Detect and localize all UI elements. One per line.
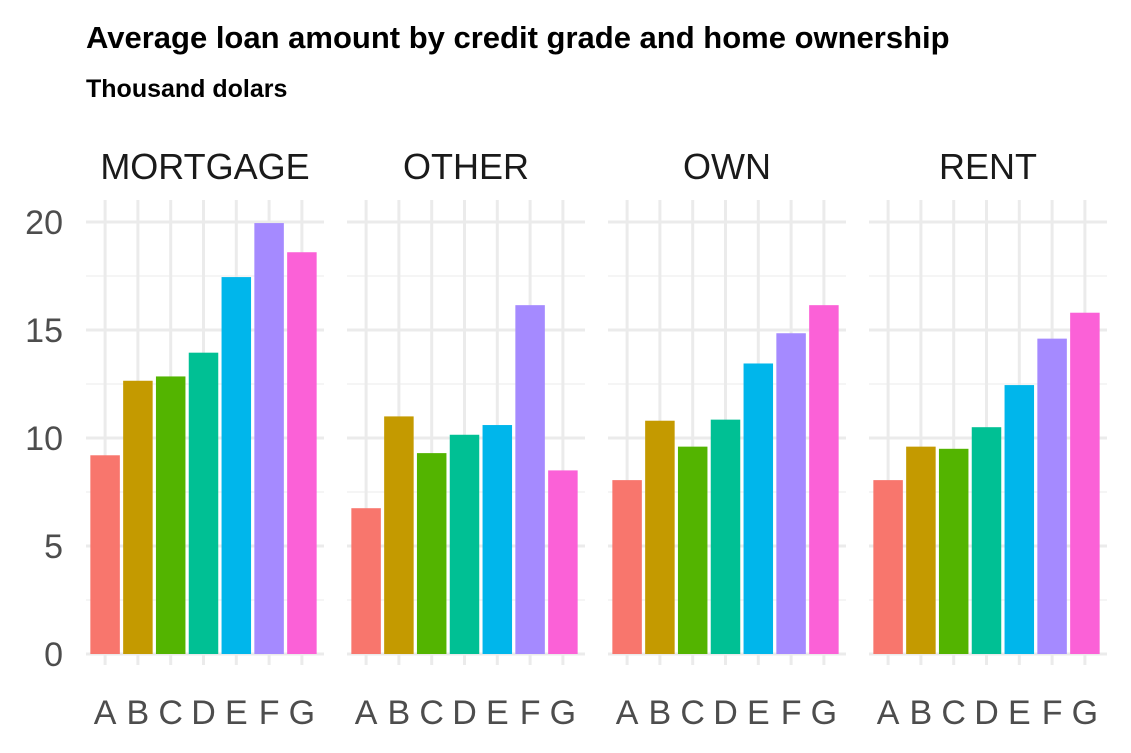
chart-title: Average loan amount by credit grade and … xyxy=(86,20,950,55)
x-tick-label: G xyxy=(289,694,315,732)
bar-mortgage-c xyxy=(155,376,186,654)
y-tick-label: 10 xyxy=(25,420,63,458)
x-tick-label: F xyxy=(781,694,802,732)
x-tick-label: B xyxy=(388,694,411,732)
x-tick-label: G xyxy=(550,694,576,732)
x-tick-label: D xyxy=(713,694,738,732)
bar-own-g xyxy=(809,305,839,654)
x-tick-label: A xyxy=(355,694,378,732)
bar-mortgage-g xyxy=(287,252,317,655)
bar-other-f xyxy=(515,305,545,654)
x-tick-label: F xyxy=(520,694,541,732)
x-tick-label: E xyxy=(747,694,770,732)
x-tick-label: F xyxy=(259,694,280,732)
bar-own-a xyxy=(612,480,642,654)
bar-other-e xyxy=(482,425,513,654)
x-tick-label: E xyxy=(486,694,509,732)
y-axis: 0 5 10 15 20 xyxy=(25,204,63,674)
facet-label: MORTGAGE xyxy=(100,146,309,187)
y-tick-label: 0 xyxy=(44,636,63,674)
bar-mortgage-a xyxy=(90,455,120,654)
facet-label: RENT xyxy=(939,146,1037,187)
bar-own-c xyxy=(677,446,708,654)
bar-rent-d xyxy=(971,427,1002,654)
y-tick-label: 20 xyxy=(25,204,63,242)
facet-panel-rent: RENT A B C D E F G xyxy=(869,146,1107,732)
x-tick-label: G xyxy=(1072,694,1098,732)
x-tick-label: G xyxy=(811,694,837,732)
bar-other-c xyxy=(416,453,447,654)
x-tick-label: E xyxy=(1008,694,1031,732)
x-tick-label: F xyxy=(1042,694,1063,732)
x-tick-label: D xyxy=(452,694,477,732)
bar-other-a xyxy=(351,508,381,654)
bar-rent-c xyxy=(938,448,969,654)
facet-label: OTHER xyxy=(403,146,529,187)
bar-mortgage-f xyxy=(254,223,284,654)
x-tick-label: B xyxy=(910,694,933,732)
bar-rent-g xyxy=(1070,312,1100,654)
bar-own-d xyxy=(710,419,741,654)
x-tick-label: B xyxy=(649,694,672,732)
facet-label: OWN xyxy=(683,146,771,187)
facet-panel-own: OWN A B C D E F G xyxy=(608,146,846,732)
chart-subtitle: Thousand dolars xyxy=(86,75,288,103)
bar-other-d xyxy=(449,434,480,654)
bar-rent-f xyxy=(1037,338,1067,654)
bar-mortgage-b xyxy=(123,380,153,654)
x-tick-label: A xyxy=(94,694,117,732)
bar-other-g xyxy=(548,470,578,654)
x-tick-label: E xyxy=(225,694,248,732)
bar-rent-e xyxy=(1004,385,1035,654)
bar-own-f xyxy=(776,333,806,654)
facet-panel-other: OTHER A B C D E F G xyxy=(347,146,585,732)
x-tick-label: D xyxy=(191,694,216,732)
x-tick-label: C xyxy=(680,694,705,732)
x-tick-label: C xyxy=(158,694,183,732)
bar-mortgage-e xyxy=(221,277,252,654)
x-tick-label: A xyxy=(616,694,639,732)
x-tick-label: A xyxy=(877,694,900,732)
bar-own-b xyxy=(645,420,675,654)
facet-panel-mortgage: MORTGAGE A B C D E F G xyxy=(86,146,324,732)
y-tick-label: 5 xyxy=(44,528,63,566)
bar-mortgage-d xyxy=(188,352,219,654)
x-tick-label: D xyxy=(974,694,999,732)
bar-other-b xyxy=(384,416,414,654)
x-tick-label: C xyxy=(419,694,444,732)
x-tick-label: C xyxy=(941,694,966,732)
bar-rent-a xyxy=(873,480,903,654)
bar-rent-b xyxy=(906,446,936,654)
bar-own-e xyxy=(743,363,774,654)
x-tick-label: B xyxy=(127,694,150,732)
y-tick-label: 15 xyxy=(25,312,63,350)
